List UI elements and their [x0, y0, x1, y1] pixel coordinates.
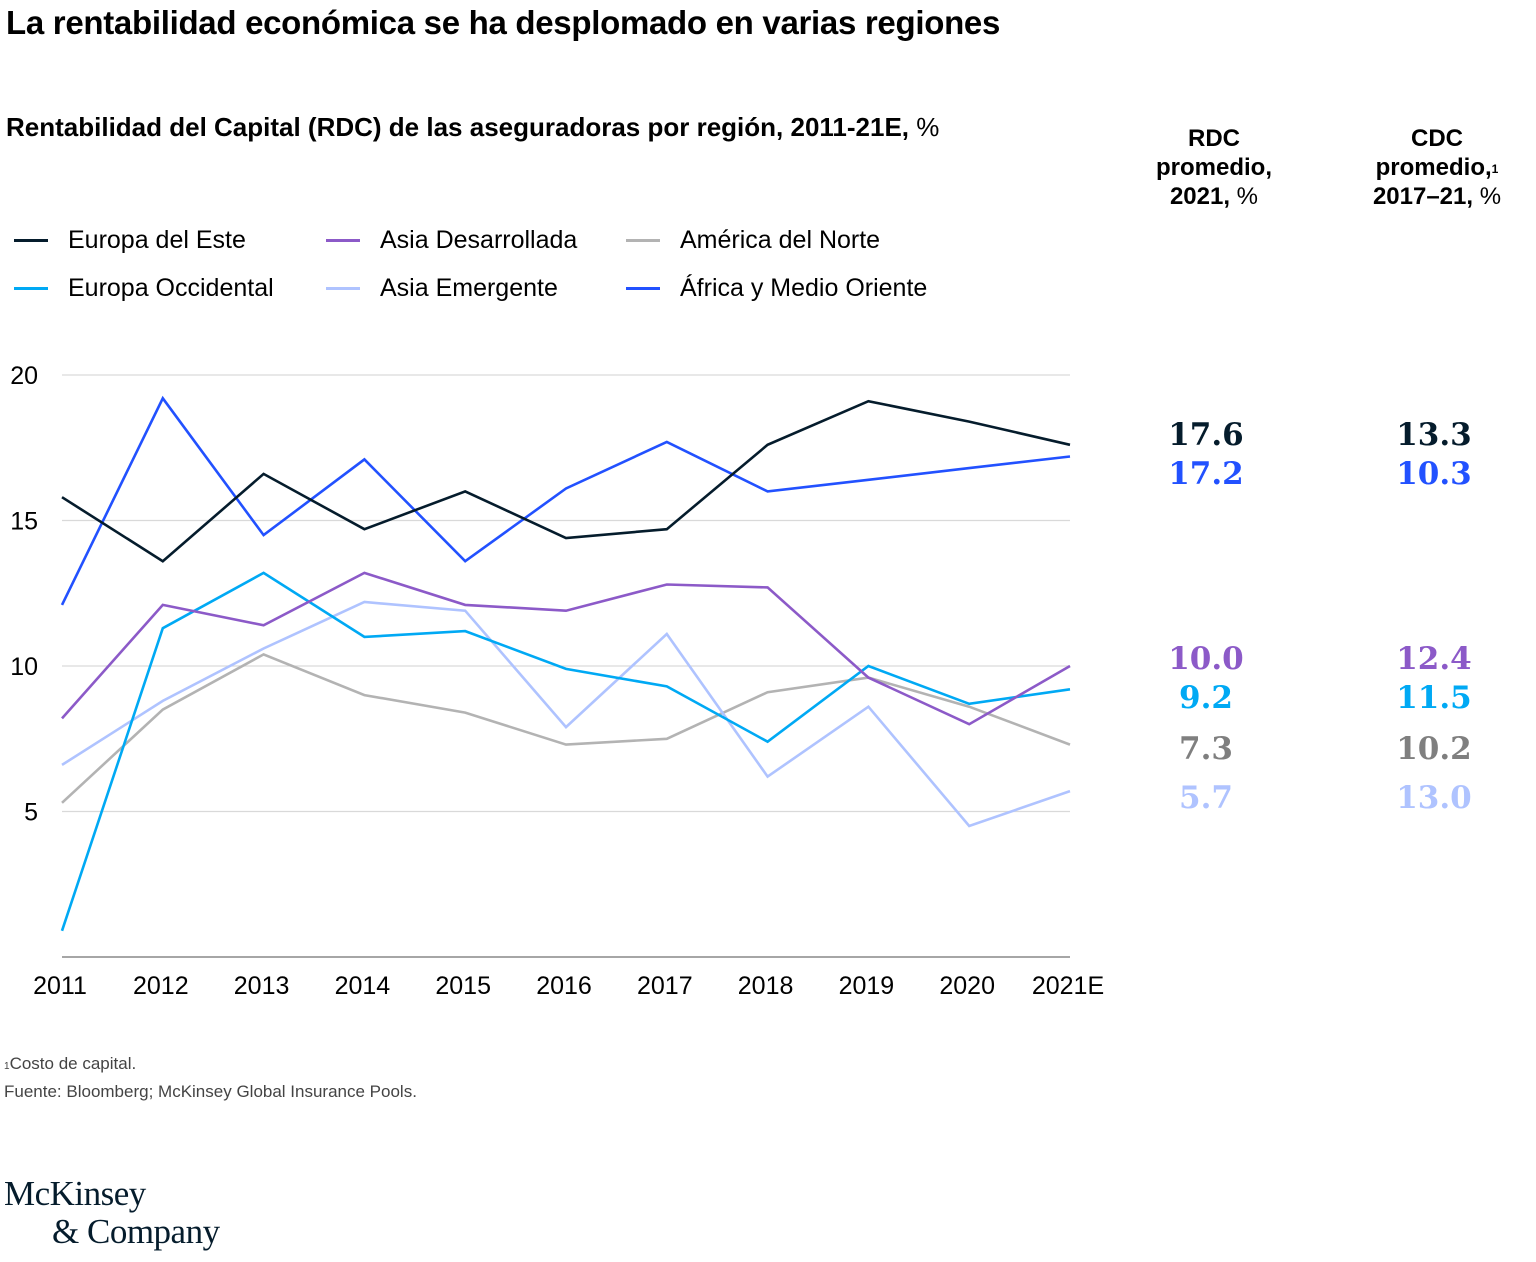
- x-tick-label-2021E: 2021E: [1032, 972, 1104, 1000]
- legend-item-america-del-norte: América del Norte: [626, 226, 880, 255]
- footnote-1: 1Costo de capital.: [4, 1054, 137, 1073]
- legend-item-europa-del-este: Europa del Este: [14, 226, 246, 255]
- source-note: Fuente: Bloomberg; McKinsey Global Insur…: [4, 1082, 417, 1101]
- logo-line2: & Company: [52, 1212, 220, 1251]
- series-line-asia-desarrollada: [61, 571, 1071, 726]
- y-tick-label-5: 5: [24, 799, 38, 827]
- cdc-header-line3: 2017–21, %: [1372, 183, 1502, 210]
- cdc-2017-21-value-africa-y-medio-oriente: 10.3: [1396, 456, 1472, 492]
- x-tick-label-2017: 2017: [637, 972, 693, 1000]
- footnotes: 1Costo de capital. Fuente: Bloomberg; Mc…: [4, 1050, 417, 1106]
- subtitle-unit: %: [909, 112, 940, 142]
- legend-swatch: [326, 287, 360, 290]
- rdc-2021-value-asia-emergente: 5.7: [1179, 780, 1233, 816]
- x-tick-label-2012: 2012: [133, 972, 189, 1000]
- rdc-header-line1: RDC: [1188, 125, 1240, 152]
- cdc-header-line2: promedio,1: [1375, 154, 1499, 181]
- legend-item-africa-medio-oriente: África y Medio Oriente: [626, 274, 927, 303]
- rdc-column-header: RDC promedio, 2021, %: [1124, 124, 1304, 211]
- legend-swatch: [626, 287, 660, 290]
- legend-swatch: [14, 239, 48, 242]
- chart-subtitle: Rentabilidad del Capital (RDC) de las as…: [6, 108, 986, 146]
- series-line-asia-emergente: [61, 600, 1071, 828]
- rdc-2021-value-africa-y-medio-oriente: 17.2: [1168, 456, 1244, 492]
- footnote-marker: 1: [1491, 162, 1499, 176]
- series-line-africa-y-medio-oriente: [60, 395, 1071, 606]
- x-tick-label-2020: 2020: [939, 972, 995, 1000]
- y-tick-label-20: 20: [10, 362, 38, 390]
- cdc-2017-21-value-europa-occidental: 11.5: [1396, 680, 1472, 716]
- x-tick-label-2013: 2013: [234, 972, 290, 1000]
- cdc-header-line1: CDC: [1411, 125, 1463, 152]
- subtitle-main: Rentabilidad del Capital (RDC) de las as…: [6, 112, 910, 142]
- rdc-header-line2: promedio,: [1155, 154, 1272, 181]
- cdc-column-header: CDC promedio,1 2017–21, %: [1347, 124, 1527, 211]
- chart-title: La rentabilidad económica se ha desploma…: [6, 4, 1001, 41]
- line-chart: 5 10 15 20 2011 2012 2013 2014 2015 2016 2017 2018 2…: [10, 362, 1472, 1000]
- logo-line1: McKinsey: [4, 1174, 146, 1213]
- cdc-2017-21-value-asia-desarrollada: 12.4: [1396, 641, 1472, 677]
- legend-item-europa-occidental: Europa Occidental: [14, 274, 274, 303]
- rdc-2021-value-europa-del-este: 17.6: [1168, 417, 1244, 453]
- series-line-europa-del-este: [61, 399, 1071, 563]
- cdc-2017-21-value-america-del-norte: 10.2: [1396, 731, 1472, 767]
- rdc-2021-value-america-del-norte: 7.3: [1179, 731, 1233, 767]
- cdc-2017-21-value-asia-emergente: 13.0: [1396, 780, 1472, 816]
- mckinsey-logo: McKinsey & Company: [4, 1175, 220, 1251]
- rdc-2021-value-europa-occidental: 9.2: [1179, 680, 1233, 716]
- y-tick-label-15: 15: [10, 508, 38, 536]
- legend-item-asia-desarrollada: Asia Desarrollada: [326, 226, 577, 255]
- x-tick-label-2018: 2018: [738, 972, 794, 1000]
- cdc-2017-21-value-europa-del-este: 13.3: [1396, 417, 1472, 453]
- legend-swatch: [326, 239, 360, 242]
- legend-swatch: [14, 287, 48, 290]
- x-tick-label-2014: 2014: [335, 972, 391, 1000]
- x-tick-label-2015: 2015: [435, 972, 491, 1000]
- legend-swatch: [626, 239, 660, 242]
- rdc-2021-value-asia-desarrollada: 10.0: [1168, 641, 1244, 677]
- rdc-header-line3: 2021, %: [1169, 183, 1259, 210]
- series-line-europa-occidental: [60, 571, 1071, 932]
- x-tick-label-2016: 2016: [536, 972, 592, 1000]
- x-tick-label-2019: 2019: [839, 972, 895, 1000]
- y-tick-label-10: 10: [10, 653, 38, 681]
- legend-item-asia-emergente: Asia Emergente: [326, 274, 558, 303]
- series-line-america-del-norte: [61, 652, 1071, 804]
- x-tick-label-2011: 2011: [33, 972, 87, 1000]
